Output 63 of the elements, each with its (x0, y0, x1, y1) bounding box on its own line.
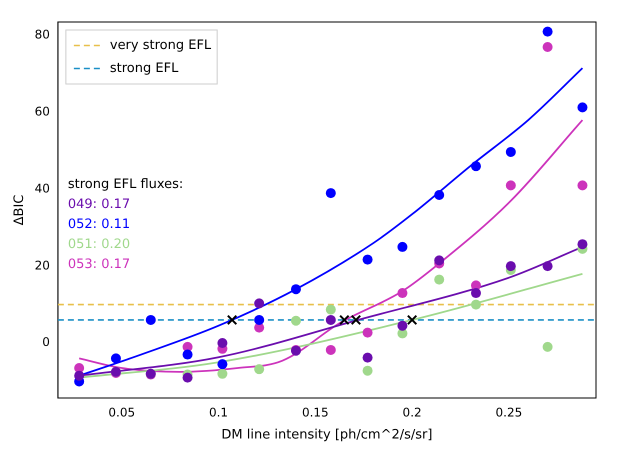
point (434, 190, 444, 200)
point (217, 368, 228, 379)
point (146, 314, 156, 325)
point (506, 261, 516, 272)
point (290, 316, 301, 326)
point (326, 304, 336, 315)
point (470, 300, 481, 310)
y-tick-label: 0 (42, 335, 50, 350)
x-tick-label: 0.25 (496, 405, 522, 420)
point (406, 314, 418, 326)
point (434, 274, 444, 285)
point (362, 352, 373, 363)
point (542, 42, 553, 52)
y-axis-title: ΔBIC (12, 194, 28, 226)
point (577, 239, 588, 250)
text: 049: 0.17 (68, 196, 130, 212)
y-tick-label: 80 (34, 28, 50, 42)
legend-label: strong EFL (110, 60, 180, 76)
point (290, 284, 301, 294)
x-tick-label: 0.1 (208, 405, 228, 420)
y-tick-label: 20 (34, 258, 50, 272)
point (362, 254, 373, 265)
point (254, 364, 264, 374)
point (397, 242, 408, 252)
point (254, 298, 264, 308)
text: 051: 0.20 (68, 236, 130, 252)
point (326, 314, 336, 325)
point (506, 180, 516, 190)
point (326, 188, 336, 198)
point (542, 261, 553, 272)
point (74, 370, 84, 381)
point (217, 359, 228, 370)
x-tick-label: 0.2 (402, 405, 422, 420)
point (577, 102, 588, 112)
y-tick-label: 40 (34, 181, 50, 196)
point (362, 328, 373, 338)
x-tick-label: 0.15 (302, 405, 329, 420)
point (470, 288, 481, 298)
point (542, 342, 553, 352)
point (182, 350, 193, 360)
point (470, 161, 481, 172)
point (326, 344, 336, 355)
point (217, 338, 228, 348)
legend-label: very strong EFL (110, 38, 212, 53)
point (397, 288, 408, 298)
point (110, 353, 121, 364)
x-tick-label: 0.05 (108, 405, 136, 420)
point (226, 314, 238, 326)
point (397, 320, 408, 331)
x-axis-title: DM line intensity [ph/cm^2/s/sr] (221, 428, 432, 443)
text: 052: 0.11 (68, 216, 130, 232)
point (182, 372, 193, 383)
y-tick-label: 60 (34, 104, 50, 118)
point (542, 26, 553, 37)
point (339, 314, 350, 326)
point (434, 255, 444, 266)
point (350, 314, 362, 326)
point (577, 180, 588, 190)
legend-title: strong EFL fluxes: (68, 176, 184, 192)
point (254, 314, 264, 325)
point (506, 146, 516, 157)
text: 053: 0.17 (68, 256, 130, 272)
point (362, 366, 373, 376)
